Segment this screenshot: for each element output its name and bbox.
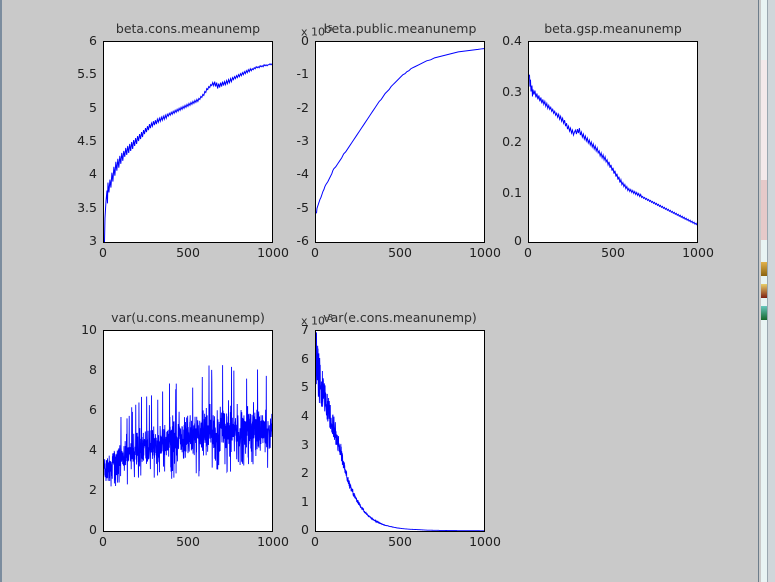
subplot-beta-gsp-meanunemp[interactable]: beta.gsp.meanunemp 0.4 0.3 0.2 0.1 0 0 5… — [502, 22, 714, 260]
subplot-var-e-cons-meanunemp[interactable]: x 10-3 var(e.cons.meanunemp) 7 6 5 4 3 2… — [301, 311, 501, 549]
desktop-background — [768, 0, 775, 582]
y-tick-label: 0 — [514, 233, 522, 248]
y-tick-label: 6 — [89, 33, 97, 48]
y-tick-label: -1 — [296, 66, 309, 82]
x-tick-label: 1000 — [469, 245, 501, 260]
x-tick-label: 500 — [176, 534, 200, 549]
trace-decay-svg — [316, 332, 484, 531]
y-tick-label: 5 — [89, 99, 97, 115]
axes-box — [103, 330, 273, 532]
y-tick-label: 2 — [89, 482, 97, 497]
x-tick-label: 0 — [311, 245, 319, 260]
y-tick-label: 6 — [301, 350, 309, 366]
y-tick-label: -3 — [296, 133, 309, 148]
window-edge-line — [767, 0, 768, 582]
y-tick-label: 0 — [301, 522, 309, 537]
y-tick-label: 0.4 — [502, 33, 522, 48]
exponent-power: -5 — [325, 24, 333, 33]
axes-box — [528, 41, 698, 243]
y-tick-label: 0.3 — [502, 83, 522, 99]
exponent-base: x 10 — [301, 314, 326, 328]
x-tick-label: 1000 — [257, 534, 289, 549]
plot-title: var(e.cons.meanunemp) — [323, 310, 477, 325]
trace-noise-svg — [104, 365, 272, 487]
x-tick-label: 500 — [601, 245, 625, 260]
y-tick-label: 3 — [301, 436, 309, 452]
y-axis-exponent-label: x 10-3 — [301, 312, 333, 328]
window-edge-line — [758, 0, 759, 582]
y-tick-label: 0.1 — [502, 184, 522, 200]
subplot-var-u-cons-meanunemp[interactable]: var(u.cons.meanunemp) 10 8 6 4 2 0 0 500… — [81, 311, 289, 549]
y-tick-label: 5.5 — [77, 66, 97, 82]
x-tick-label: 1000 — [257, 245, 289, 260]
x-tick-label: 0 — [99, 245, 107, 260]
y-tick-label: 0 — [301, 33, 309, 48]
y-axis-exponent-label: x 10-5 — [301, 23, 333, 39]
axes-box — [315, 330, 485, 532]
trace-line-svg — [316, 48, 484, 214]
y-tick-label: 10 — [81, 322, 97, 337]
y-tick-label: 0 — [89, 522, 97, 537]
window-panel-tint — [761, 180, 767, 240]
subplot-beta-cons-meanunemp[interactable]: beta.cons.meanunemp 6 5.5 5 4.5 4 3.5 3 … — [77, 22, 289, 260]
y-tick-label: 3 — [89, 233, 97, 248]
y-tick-label: -2 — [296, 99, 309, 115]
subplot-beta-public-meanunemp[interactable]: x 10-5 beta.public.meanunemp 0 -1 -2 -3 … — [297, 22, 501, 260]
plot-title: beta.public.meanunemp — [323, 21, 477, 36]
y-tick-label: 7 — [301, 322, 309, 337]
terminal-icon[interactable] — [761, 306, 768, 320]
y-tick-label: 0.2 — [502, 134, 522, 149]
trace-line-svg — [104, 63, 272, 242]
x-tick-label: 1000 — [469, 534, 501, 549]
y-tick-label: 4 — [301, 407, 309, 423]
y-tick-label: -4 — [296, 166, 309, 182]
y-tick-label: 8 — [89, 362, 97, 377]
x-tick-label: 0 — [99, 534, 107, 549]
matlab-figure-canvas: beta.cons.meanunemp 6 5.5 5 4.5 4 3.5 3 … — [0, 0, 714, 582]
window-panel-tint — [761, 60, 767, 180]
document-icon[interactable] — [761, 284, 768, 298]
plot-title: beta.cons.meanunemp — [115, 21, 261, 36]
y-tick-label: 4 — [89, 442, 97, 457]
y-tick-label: 2 — [301, 465, 309, 481]
background-window-strip[interactable] — [753, 0, 775, 582]
axes-box — [315, 41, 485, 243]
x-tick-label: 500 — [388, 245, 412, 260]
x-tick-label: 500 — [176, 245, 200, 260]
y-tick-label: 5 — [301, 379, 309, 395]
exponent-power: -3 — [325, 313, 333, 322]
y-tick-label: 1 — [301, 493, 309, 509]
y-tick-label: -5 — [296, 199, 309, 215]
y-tick-label: -6 — [296, 233, 309, 248]
y-tick-label: 3.5 — [77, 199, 97, 215]
x-tick-label: 1000 — [682, 245, 714, 260]
y-tick-label: 4.5 — [77, 133, 97, 148]
plot-title: var(u.cons.meanunemp) — [111, 310, 265, 325]
axes-box — [103, 41, 273, 243]
exponent-base: x 10 — [301, 25, 326, 39]
plot-title: beta.gsp.meanunemp — [544, 21, 682, 36]
x-tick-label: 500 — [388, 534, 412, 549]
folder-icon[interactable] — [761, 262, 768, 276]
x-tick-label: 0 — [524, 245, 532, 260]
y-tick-label: 6 — [89, 402, 97, 417]
x-tick-label: 0 — [311, 534, 319, 549]
y-tick-label: 4 — [89, 166, 97, 182]
trace-line-svg — [529, 74, 697, 226]
